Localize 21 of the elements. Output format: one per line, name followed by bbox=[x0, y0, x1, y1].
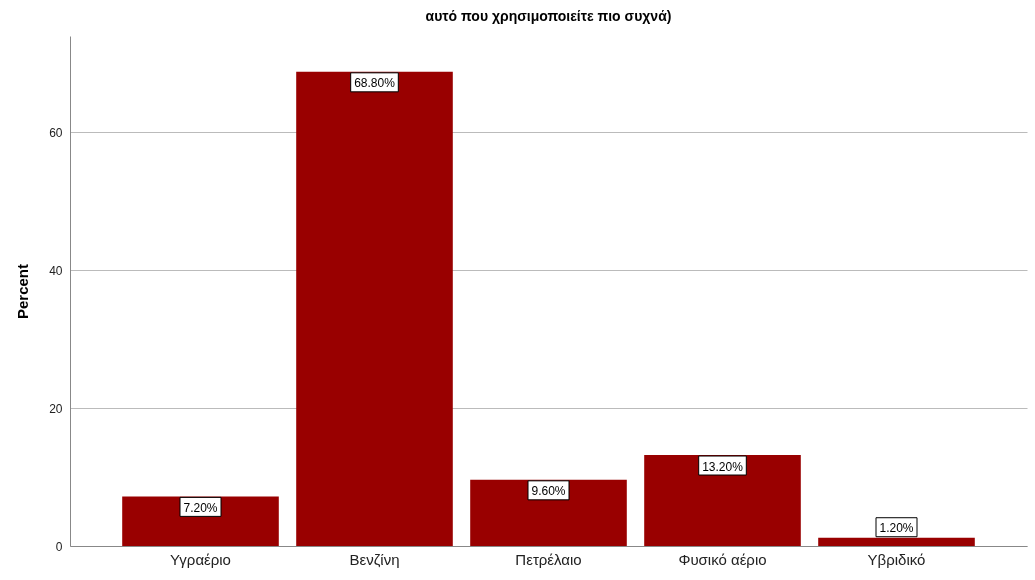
bar bbox=[818, 537, 975, 546]
data-label: 13.20% bbox=[702, 459, 744, 474]
chart-title: αυτό που χρησιμοποιείτε πιο συχνά) bbox=[425, 8, 672, 24]
bar bbox=[644, 455, 801, 546]
bar bbox=[470, 479, 627, 546]
x-tick-label: Υγραέριο bbox=[170, 550, 231, 568]
x-tick-label: Υβριδικό bbox=[867, 550, 926, 568]
data-label: 9.60% bbox=[531, 484, 566, 499]
y-tick-label: 0 bbox=[55, 539, 63, 554]
x-tick-label: Πετρέλαιο bbox=[515, 550, 582, 568]
x-tick-label: Βενζίνη bbox=[349, 550, 400, 568]
bar bbox=[296, 71, 453, 546]
data-label: 7.20% bbox=[183, 500, 218, 515]
y-tick-label: 60 bbox=[49, 125, 63, 140]
data-label: 68.80% bbox=[354, 76, 396, 91]
data-label: 1.20% bbox=[879, 521, 914, 536]
x-tick-label: Φυσικό αέριο bbox=[678, 550, 767, 568]
y-axis-title: Percent bbox=[14, 263, 32, 320]
bar bbox=[122, 496, 279, 546]
y-tick-label: 40 bbox=[49, 263, 63, 278]
y-tick-label: 20 bbox=[49, 401, 63, 416]
